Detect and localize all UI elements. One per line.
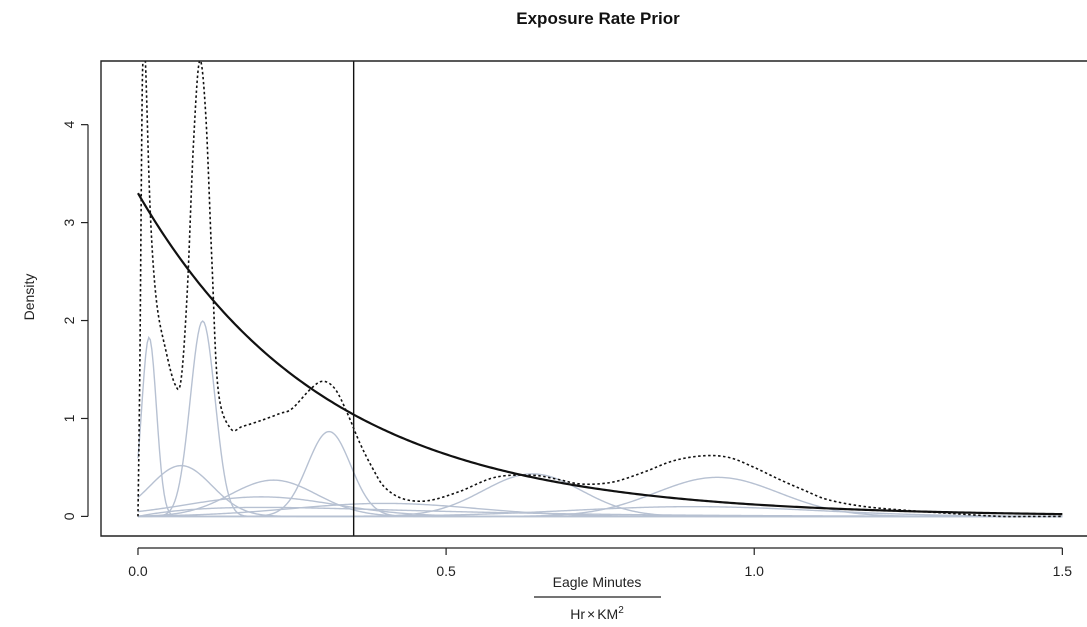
x-axis-label-times: × <box>587 606 595 622</box>
mixture-component-curve-10 <box>137 505 1063 518</box>
plot-area <box>137 61 1063 536</box>
x-axis-label-numerator: Eagle Minutes <box>553 574 642 590</box>
y-tick-label: 2 <box>61 316 77 324</box>
x-tick-label: 0.5 <box>436 563 456 579</box>
y-tick-label: 1 <box>61 414 77 422</box>
mixture-component-curve-3 <box>137 430 1063 518</box>
x-axis-label-exponent: 2 <box>618 605 624 616</box>
exponential-prior-curve <box>137 192 1063 516</box>
mixture-component-curve-11 <box>137 506 1063 518</box>
chart-title: Exposure Rate Prior <box>516 9 680 28</box>
x-tick-label: 0.0 <box>128 563 148 579</box>
x-tick-label: 1.0 <box>744 563 764 579</box>
y-axis-label: Density <box>21 274 37 321</box>
x-axis-label: Eagle Minutes Hr × KM2 <box>534 574 661 622</box>
x-axis-label-denominator: Hr × KM2 <box>570 605 624 622</box>
axes: 0.0 0.5 1.0 1.5 0 1 2 3 4 <box>61 60 1087 579</box>
plot-series-group <box>137 61 1063 536</box>
y-tick-label: 0 <box>61 512 77 520</box>
y-tick-label: 4 <box>61 121 77 129</box>
x-axis-label-denominator-base: Hr <box>570 606 585 622</box>
x-tick-label: 1.5 <box>1053 563 1073 579</box>
plot-frame <box>100 60 1087 537</box>
mixture-component-curve-2 <box>137 320 1063 518</box>
y-tick-label: 3 <box>61 218 77 226</box>
dotted-density-curve <box>137 61 1063 518</box>
x-axis-label-unit: KM <box>597 606 618 622</box>
